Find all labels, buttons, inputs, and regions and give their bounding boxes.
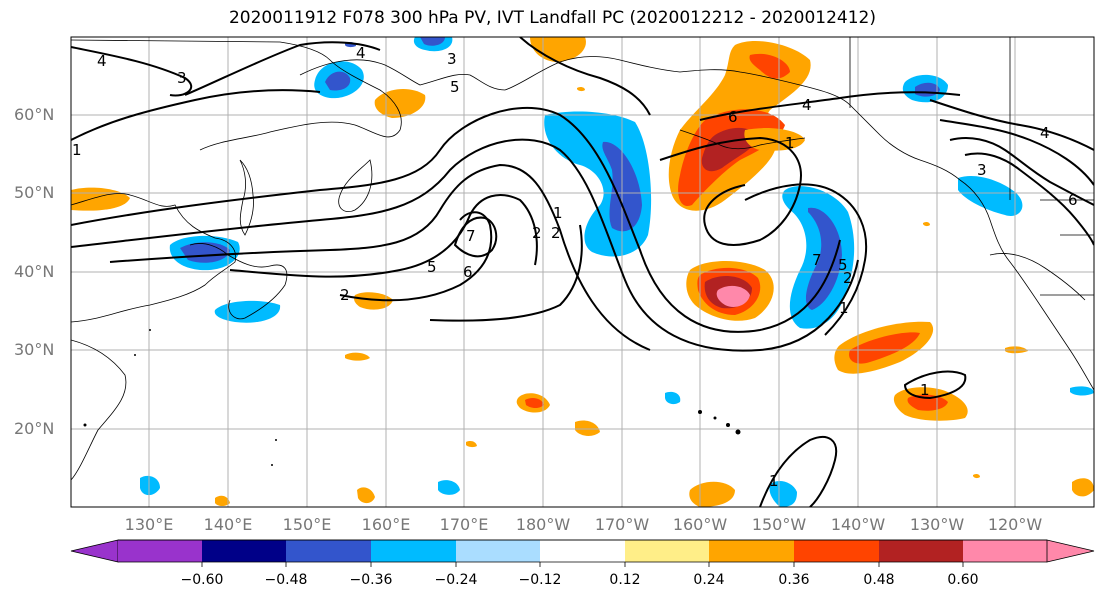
- lon-label: 180°W: [515, 515, 571, 534]
- colorbar-tick-label: −0.60: [180, 572, 224, 588]
- negative-anomaly-fields: [140, 37, 1094, 507]
- lon-label: 160°E: [361, 515, 411, 534]
- lat-label: 40°N: [14, 262, 55, 281]
- lat-label: 30°N: [14, 340, 55, 359]
- contour-label: 1: [839, 299, 849, 317]
- map-frame: [70, 36, 1095, 508]
- contour-label: 4: [802, 96, 812, 114]
- lon-label: 140°E: [203, 515, 253, 534]
- colorbar-tick-label: 0.24: [693, 572, 725, 588]
- contour-label: 5: [838, 256, 848, 274]
- contour-labels: 4 4 3 3 5 6 4 1 2 7 2 1 2 5 6 1 7 4 3 6 …: [72, 44, 1078, 490]
- colorbar-tick-label: −0.36: [349, 572, 393, 588]
- lon-label: 170°E: [439, 515, 489, 534]
- islands: [83, 329, 741, 466]
- colorbar-tick-label: 0.48: [863, 572, 895, 588]
- colorbar-tick-label: 0.36: [778, 572, 810, 588]
- colorbar-bin: [286, 540, 371, 562]
- colorbar-extend-min: [70, 539, 119, 563]
- colorbar-extend-max: [1046, 539, 1095, 563]
- lon-label: 150°E: [282, 515, 332, 534]
- colorbar-bin: [963, 540, 1047, 562]
- contour-label: 6: [463, 263, 473, 281]
- contour-label: 3: [977, 161, 987, 179]
- contour-label: 1: [769, 472, 779, 490]
- colorbar-tick-label: −0.48: [264, 572, 308, 588]
- positive-anomaly-fields: [71, 37, 1094, 507]
- contour-label: 6: [1068, 191, 1078, 209]
- contour-label: 1: [72, 141, 82, 159]
- colorbar-tick-label: −0.12: [518, 572, 562, 588]
- contour-label: 7: [466, 227, 476, 245]
- colorbar-bin: [118, 540, 202, 562]
- lon-label: 160°W: [672, 515, 728, 534]
- contour-label: 2: [340, 286, 350, 304]
- contour-label: 4: [97, 52, 107, 70]
- contour-label: 2: [843, 269, 853, 287]
- contour-label: 3: [177, 69, 187, 87]
- figure-title: 2020011912 F078 300 hPa PV, IVT Landfall…: [228, 8, 876, 28]
- contour-label: 3: [447, 50, 457, 68]
- contour-label: 2: [551, 224, 561, 242]
- lon-label: 120°W: [987, 515, 1043, 534]
- contour-label: 4: [356, 44, 366, 62]
- colorbar-bin: [625, 540, 709, 562]
- contour-label: 1: [553, 204, 563, 222]
- lon-label: 170°W: [594, 515, 650, 534]
- colorbar-tick-label: 0.60: [947, 572, 979, 588]
- colorbar-bin: [202, 540, 286, 562]
- colorbar-tick-label: 0.12: [609, 572, 641, 588]
- contour-label: 5: [427, 258, 437, 276]
- lon-label: 130°W: [909, 515, 965, 534]
- lat-label: 50°N: [14, 183, 55, 202]
- colorbar-bin: [879, 540, 963, 562]
- lat-label: 60°N: [14, 105, 55, 124]
- contour-label: 6: [728, 108, 738, 126]
- colorbar-bin: [709, 540, 794, 562]
- colorbar-bin: [456, 540, 540, 562]
- colorbar: [70, 539, 1095, 567]
- contour-label: 1: [920, 381, 930, 399]
- contour-label: 5: [450, 78, 460, 96]
- lat-label: 20°N: [14, 419, 55, 438]
- coastlines: [71, 37, 1094, 481]
- contour-label: 2: [532, 224, 542, 242]
- lon-label: 130°E: [124, 515, 174, 534]
- contour-label: 7: [812, 251, 822, 269]
- lon-label: 140°W: [830, 515, 886, 534]
- colorbar-tick-label: −0.24: [434, 572, 478, 588]
- colorbar-bin: [371, 540, 456, 562]
- colorbar-bin: [794, 540, 879, 562]
- contour-label: 1: [785, 134, 795, 152]
- pv-contours: [71, 37, 1094, 507]
- contour-label: 4: [1040, 124, 1050, 142]
- colorbar-bin: [540, 540, 625, 562]
- lon-label: 150°W: [751, 515, 807, 534]
